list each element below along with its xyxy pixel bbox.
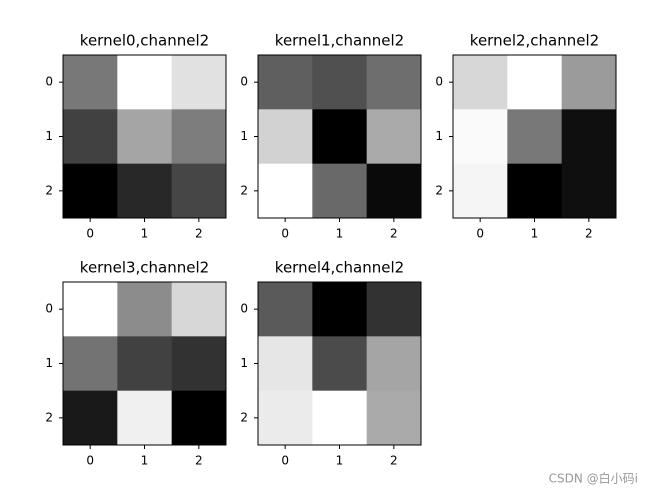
heatmap-cell: [312, 282, 368, 337]
y-tick-label: 2: [240, 410, 248, 424]
heatmap-cell: [171, 390, 227, 446]
x-tick-label: 0: [86, 227, 94, 241]
subplot-title: kernel2,channel2: [470, 32, 599, 50]
x-tick-label: 2: [585, 227, 593, 241]
subplot: kernel1,channel2 0 1 2 0 1 2: [240, 32, 422, 241]
heatmap-cell: [312, 336, 368, 392]
heatmap-cell: [366, 336, 422, 392]
heatmap-cell: [171, 109, 227, 165]
y-tick-label: 0: [45, 302, 53, 316]
heatmap-cell: [258, 390, 313, 446]
heatmap-cell: [171, 282, 227, 337]
heatmap-cell: [63, 55, 118, 110]
y-tick-label: 0: [240, 302, 248, 316]
heatmap-cell: [258, 336, 313, 392]
heatmap-cell: [561, 55, 617, 110]
heatmap-cell: [171, 55, 227, 110]
heatmap-cell: [117, 282, 173, 337]
heatmap-cell: [117, 109, 173, 165]
y-tick-label: 1: [435, 129, 443, 143]
heatmap-cell: [63, 163, 118, 219]
x-tick-label: 0: [281, 227, 289, 241]
y-tick-label: 2: [45, 183, 53, 197]
heatmap-cell: [258, 282, 313, 337]
y-tick-label: 0: [240, 75, 248, 89]
heatmap-cell: [312, 109, 368, 165]
y-tick-label: 0: [435, 75, 443, 89]
subplot: kernel2,channel2 0 1 2 0 1 2: [435, 32, 617, 241]
subplot: kernel0,channel2 0 1 2 0 1 2: [45, 32, 227, 241]
heatmap-cell: [366, 55, 422, 110]
heatmap-cell: [366, 109, 422, 165]
heatmap-cell: [453, 163, 508, 219]
heatmap-cell: [507, 55, 563, 110]
subplot-title: kernel3,channel2: [80, 259, 209, 277]
x-tick-label: 0: [476, 227, 484, 241]
x-tick-label: 2: [390, 227, 398, 241]
y-tick-label: 1: [240, 129, 248, 143]
y-tick-label: 1: [45, 129, 53, 143]
heatmap-cell: [312, 55, 368, 110]
y-tick-label: 2: [240, 183, 248, 197]
heatmap-cell: [507, 109, 563, 165]
x-tick-label: 2: [195, 454, 203, 468]
heatmap-cell: [258, 55, 313, 110]
heatmap-cell: [258, 163, 313, 219]
heatmap-cell: [312, 163, 368, 219]
y-tick-label: 1: [45, 356, 53, 370]
heatmap-cell: [117, 163, 173, 219]
heatmap-cell: [366, 390, 422, 446]
heatmap-cell: [63, 282, 118, 337]
y-tick-label: 2: [45, 410, 53, 424]
subplot-title: kernel1,channel2: [275, 32, 404, 50]
x-tick-label: 1: [531, 227, 539, 241]
heatmap-cell: [453, 109, 508, 165]
heatmap-cell: [561, 163, 617, 219]
heatmap-cell: [171, 163, 227, 219]
heatmap-cell: [117, 390, 173, 446]
x-tick-label: 2: [195, 227, 203, 241]
heatmap-cell: [117, 336, 173, 392]
heatmap-cell: [258, 109, 313, 165]
subplot-title: kernel0,channel2: [80, 32, 209, 50]
y-tick-label: 2: [435, 183, 443, 197]
heatmap-cell: [117, 55, 173, 110]
heatmap-cell: [366, 163, 422, 219]
x-tick-label: 1: [141, 454, 149, 468]
heatmap-cell: [366, 282, 422, 337]
y-tick-label: 0: [45, 75, 53, 89]
heatmap-cell: [561, 109, 617, 165]
x-tick-label: 2: [390, 454, 398, 468]
x-tick-label: 1: [336, 454, 344, 468]
x-tick-label: 1: [336, 227, 344, 241]
y-tick-label: 1: [240, 356, 248, 370]
subplot: kernel3,channel2 0 1 2 0 1 2: [45, 259, 227, 468]
heatmap-cell: [63, 336, 118, 392]
heatmap-cell: [63, 109, 118, 165]
x-tick-label: 0: [281, 454, 289, 468]
subplot-title: kernel4,channel2: [275, 259, 404, 277]
heatmap-cell: [507, 163, 563, 219]
watermark: CSDN @白小码i: [549, 471, 638, 486]
subplot: kernel4,channel2 0 1 2 0 1 2: [240, 259, 422, 468]
x-tick-label: 0: [86, 454, 94, 468]
x-tick-label: 1: [141, 227, 149, 241]
heatmap-cell: [63, 390, 118, 446]
heatmap-cell: [171, 336, 227, 392]
heatmap-cell: [312, 390, 368, 446]
heatmap-cell: [453, 55, 508, 110]
